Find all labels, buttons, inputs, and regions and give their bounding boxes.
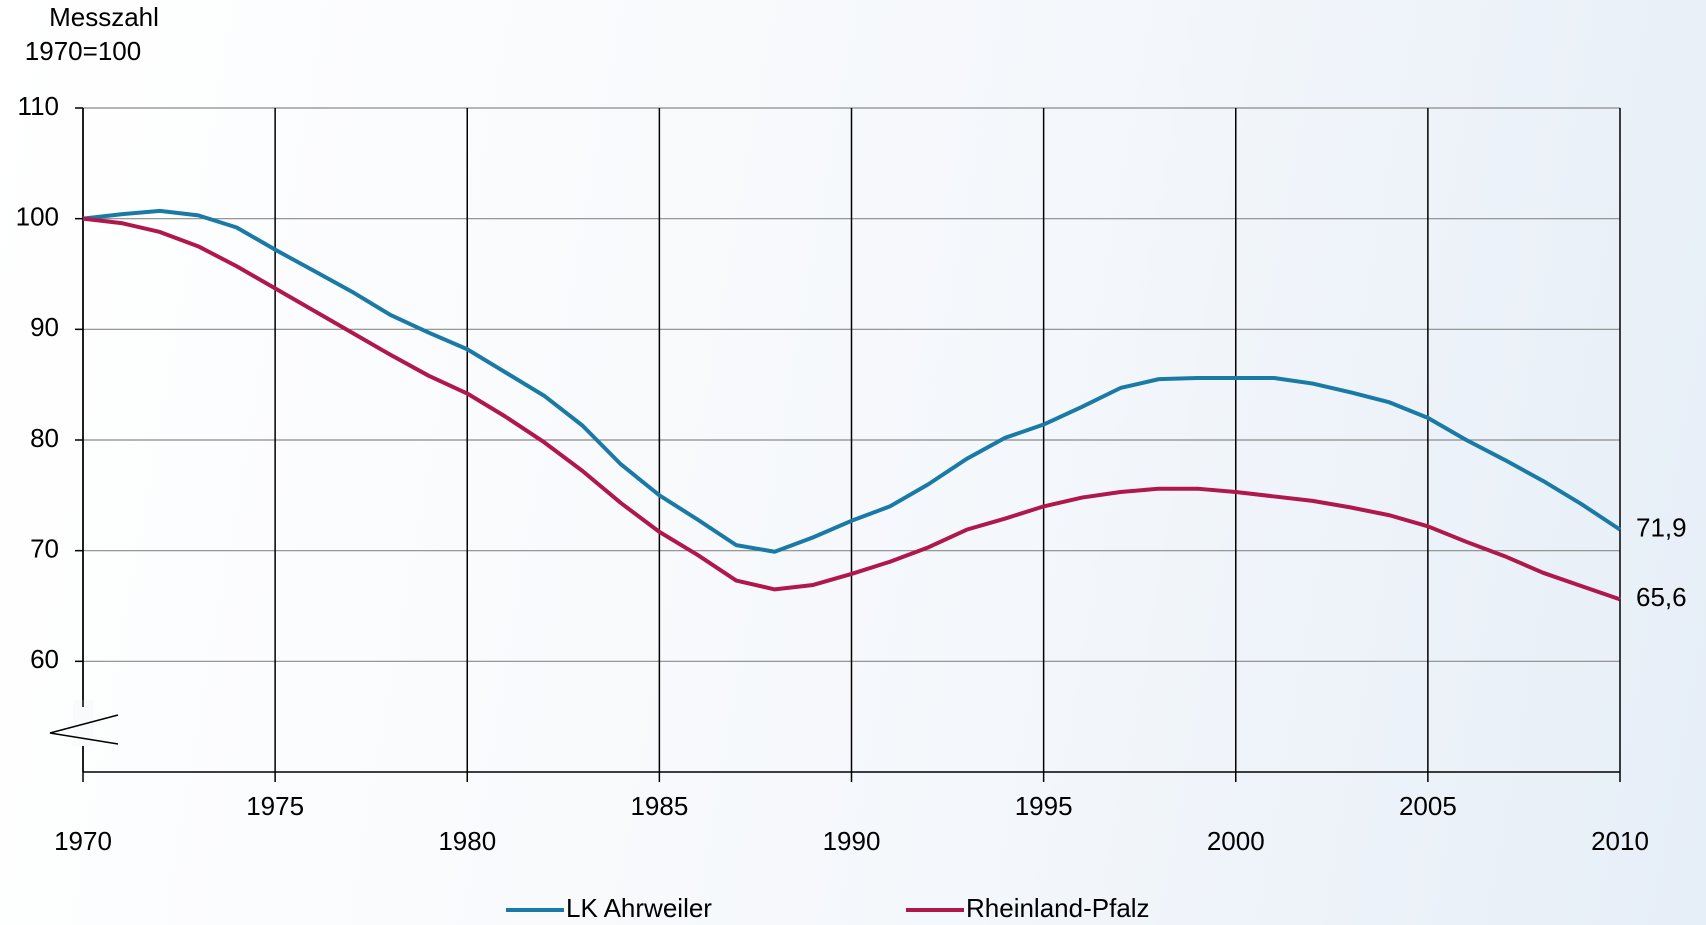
data-line (82, 216, 1621, 602)
y-tick-label: 80 (30, 423, 59, 453)
y-tick-label: 100 (16, 202, 59, 232)
axis-break (49, 714, 119, 745)
x-tick-label: 2005 (1399, 791, 1457, 821)
x-tick-label: 1975 (246, 791, 304, 821)
x-tick-label: 1990 (823, 826, 881, 856)
data-line (82, 208, 1622, 554)
x-tick-label: 1995 (1015, 791, 1073, 821)
x-tick-label: 2010 (1591, 826, 1649, 856)
y-tick-label: 60 (30, 644, 59, 674)
x-tick-label: 1985 (630, 791, 688, 821)
x-tick-label: 2000 (1207, 826, 1265, 856)
y-tick-label: 70 (30, 534, 59, 564)
y-tick-label: 90 (30, 312, 59, 342)
data-label: 65,6 (1636, 582, 1687, 612)
y-tick-label: 110 (18, 91, 59, 121)
legend-label: LK Ahrweiler (566, 893, 712, 923)
x-tick-label: 1980 (438, 826, 496, 856)
x-tick-label: 1970 (54, 826, 112, 856)
data-label: 71,9 (1636, 513, 1687, 543)
y-axis-label: 1970=100 (25, 36, 141, 66)
y-axis-label: Messzahl (49, 2, 159, 32)
legend-label: Rheinland-Pfalz (966, 893, 1150, 923)
axis-break-gap (73, 700, 93, 746)
